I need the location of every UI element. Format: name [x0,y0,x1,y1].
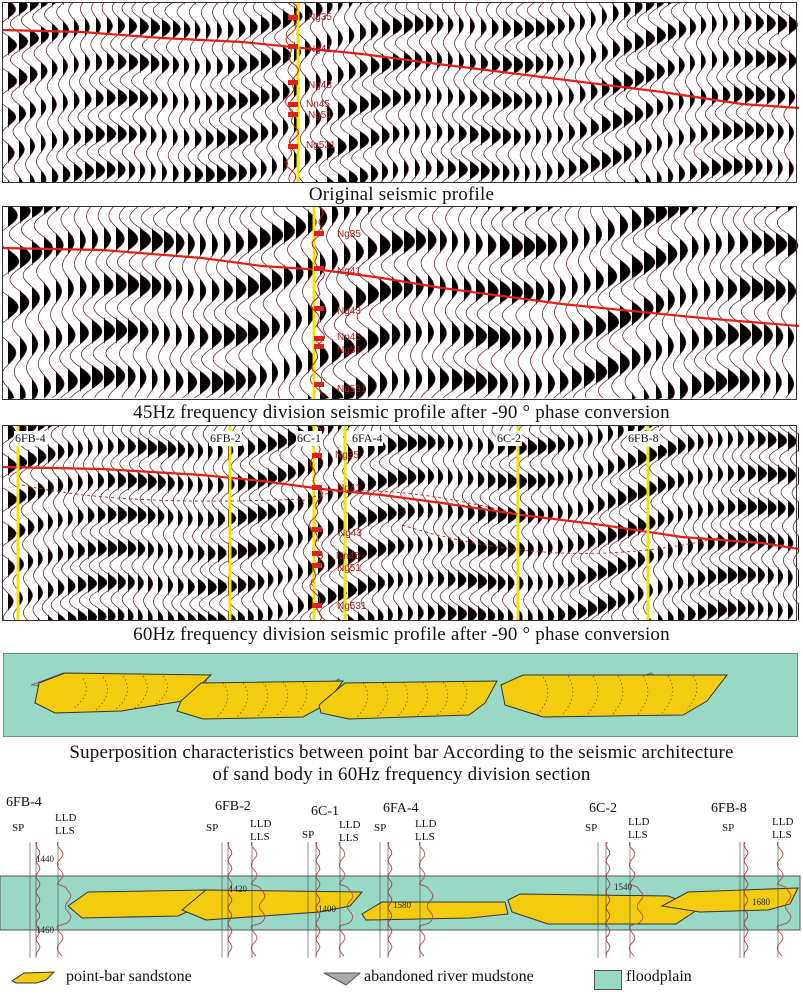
point-bar-sandstone-icon [11,971,56,984]
lld-label: LLD [250,818,272,830]
depth-label: 1540 [614,882,632,892]
horizon-label-ng35: Ng35 [335,450,359,461]
well-title-6c-1: 6C-1 [311,804,339,819]
horizon-label-ng43: Ng43 [337,306,361,317]
seismic-60hz-image [2,425,799,621]
caption-superposition-line1: Superposition characteristics between po… [69,742,734,763]
horizon-label-ng531: Ng531 [306,140,336,151]
horizon-label-nn45: Nn45 [306,99,330,110]
lld-label: LLD [55,812,77,824]
well-label-6fb-4: 6FB-4 [14,431,47,446]
seismic-45hz-image [2,206,799,400]
sp-label: SP [12,822,25,834]
well-correlation-panel [0,786,803,962]
horizon-label-ng35: Ng35 [337,229,361,240]
lls-label: LLS [415,831,435,843]
horizon-label-ng41: Ng41 [337,266,361,277]
lld-label: LLD [339,819,361,831]
horizon-label-ng531: Ng531 [337,384,367,395]
well-label-6fa-4: 6FA-4 [351,431,384,446]
sp-label: SP [206,822,219,834]
well-title-6fa-4: 6FA-4 [383,801,419,816]
horizon-label-ng35: Ng35 [308,12,332,23]
depth-label: 1680 [752,897,770,907]
lld-label: LLD [772,816,794,828]
well-title-6c-2: 6C-2 [589,801,617,816]
lls-label: LLS [250,831,270,843]
horizon-label-ng43: Ng43 [308,80,332,91]
sp-label: SP [585,822,598,834]
horizon-label-ng51: Ng51 [337,563,361,574]
seismic-45hz-panel [2,206,799,400]
superposition-schematic [3,653,798,737]
well-label-6fb-2: 6FB-2 [209,431,242,446]
well-label-6c-2: 6C-2 [496,431,522,446]
depth-label: 1440 [36,854,54,864]
sp-label: SP [722,822,735,834]
lls-label: LLS [772,829,792,841]
abandoned-river-mudstone-icon [323,972,362,986]
floodplain-swatch-icon [594,970,622,990]
horizon-label-ng43: Ng43 [338,528,362,539]
lld-label: LLD [415,818,437,830]
seismic-60hz-panel [2,425,799,621]
well-label-6c-1: 6C-1 [296,431,322,446]
horizon-label-ng51: Ng51 [308,110,332,121]
caption-45hz-seismic: 45Hz frequency division seismic profile … [133,402,670,423]
original-seismic-panel [2,2,799,183]
well-title-6fb-2: 6FB-2 [215,799,251,814]
well-correlation-section [0,841,801,958]
sp-label: SP [374,822,387,834]
horizon-label-nn45: Nn45 [337,332,361,343]
legend-mud-label: abandoned river mudstone [364,968,534,985]
original-seismic-image [2,2,799,183]
depth-label: 1460 [36,925,54,935]
well-label-6fb-8: 6FB-8 [627,431,660,446]
horizon-label-ng41: Ng41 [308,44,332,55]
well-title-6fb-4: 6FB-4 [6,795,42,810]
horizon-label-nn45: Nn45 [336,551,360,562]
horizon-label-ng51: Ng51 [337,345,361,356]
well-title-6fb-8: 6FB-8 [711,801,747,816]
legend-flood-label: floodplain [626,968,692,985]
lls-label: LLS [628,829,648,841]
sp-label: SP [302,829,315,841]
horizon-label-ng531: Ng531 [337,601,367,612]
lls-label: LLS [339,832,359,844]
superposition-panel [3,653,798,737]
lls-label: LLS [55,825,75,837]
lld-label: LLD [628,816,650,828]
horizon-label-ng41: Ng41 [337,483,361,494]
depth-label: 1420 [229,884,247,894]
caption-60hz-seismic: 60Hz frequency division seismic profile … [133,624,670,645]
depth-label: 1400 [318,904,336,914]
depth-label: 1580 [393,900,411,910]
legend-sand-label: point-bar sandstone [66,968,192,985]
caption-original-seismic: Original seismic profile [308,184,495,205]
caption-superposition-line2: of sand body in 60Hz frequency division … [212,764,591,785]
